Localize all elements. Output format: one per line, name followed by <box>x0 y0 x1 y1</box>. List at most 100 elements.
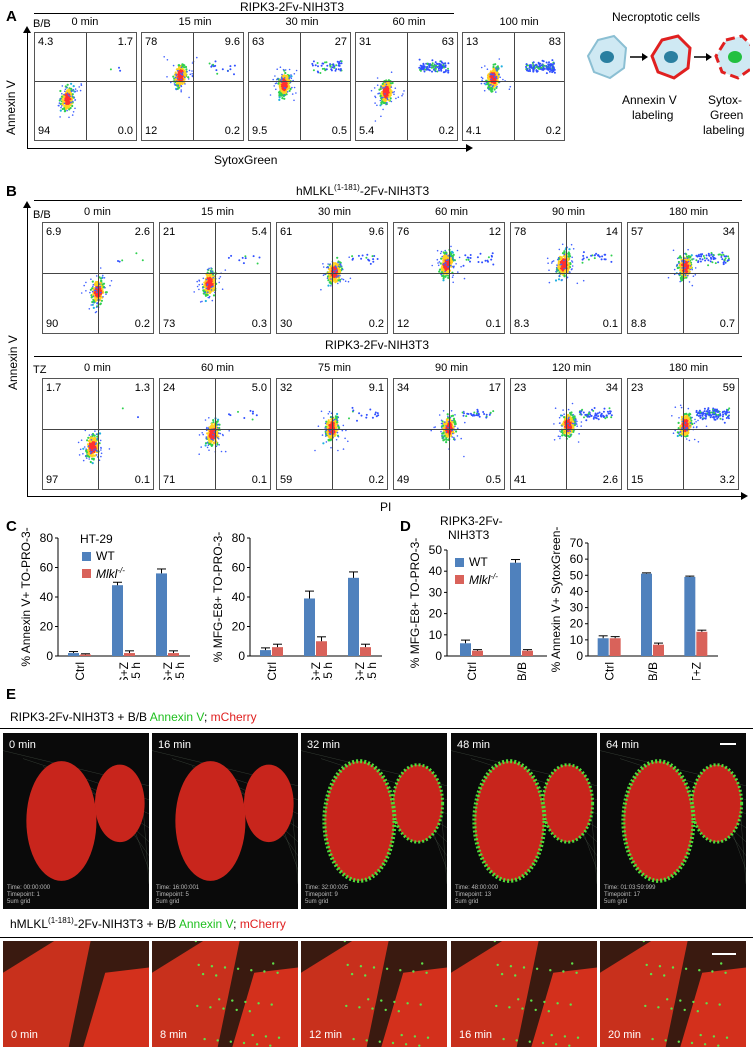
panel-a-x-arrowhead <box>466 144 473 152</box>
panel-e-row1-tile-4-meta: Time: 01:03:59:999 Timepoint: 17 5um grid <box>604 885 656 905</box>
panel-b-row1-plot-0-time: 0 min <box>84 206 111 218</box>
panel-e-row1-tile-3-cells <box>451 750 597 884</box>
panel-b-row2-plot-1-q-lr: 0.1 <box>251 474 267 486</box>
panel-b-row2-plot-3-q-ll: 49 <box>397 474 410 486</box>
panel-b-y-arrowhead <box>23 201 31 208</box>
chart0-ylabel: % Annexin V+ TO-PRO-3- <box>19 527 33 666</box>
panel-b-row2-plot-2-q-lr: 0.2 <box>368 474 384 486</box>
panel-b-row1-plot-1-q-lr: 0.3 <box>251 318 267 330</box>
panel-e-row1-tile-4-image: 64 min Time: 01:03:59:999 Timepoint: 17 5um… <box>600 733 746 909</box>
panel-a-treatment: B/B <box>33 18 51 30</box>
panel-e-title2-rule <box>0 937 753 938</box>
panel-e-row1-tile-1-meta: Time: 16:00:001 Timepoint: 5 5um grid <box>156 885 200 905</box>
panel-d-label: D <box>400 518 411 535</box>
panel-b-row2-plot-2-q-ul: 32 <box>280 382 293 394</box>
panel-e-row2-tile-1-time: 8 min <box>160 1029 187 1041</box>
panel-b-row1-plot-5-flow-plot: 57 34 8.8 0.7 180 min <box>627 206 739 334</box>
legend-c-wt: WT <box>96 549 115 563</box>
chart0-ytick-label-4: 80 <box>40 531 54 545</box>
panel-b-row1-plot-3-gate-h <box>394 272 504 274</box>
panel-b-row1-plot-0-q-ur: 2.6 <box>134 226 150 238</box>
panel-b-row1-plot-3-dots <box>431 245 495 284</box>
panel-e-row1-tile-2-cells <box>301 750 447 884</box>
panel-e-row1-tile-4-time: 64 min <box>606 739 640 751</box>
panel-a-plot-1-q-ul: 78 <box>145 36 158 48</box>
panel-a-plot-3-gate-h <box>356 81 457 83</box>
panel-b-row2-plot-5-q-ur: 59 <box>722 382 735 394</box>
chart0-ytick-label-1: 20 <box>40 620 54 634</box>
panel-b-row1-plot-3-q-ul: 76 <box>397 226 410 238</box>
panel-b-row1-plot-5-q-lr: 0.7 <box>719 318 735 330</box>
chart0-xlabel-1-1: 2.5 h <box>129 662 143 680</box>
panel-a-plot-1-q-lr: 0.2 <box>224 125 240 137</box>
panel-e-row2-tile-2-cells <box>301 941 447 1047</box>
panel-e-row1-tile-2-image: 32 min Time: 32:00:005 Timepoint: 9 5um gri… <box>301 733 447 909</box>
panel-b-row2-plot-1-gate-h <box>160 428 270 430</box>
chart3-ytick-label-0: 0 <box>576 649 583 663</box>
panel-a-plot-3-q-ll: 5.4 <box>359 125 375 137</box>
chart2-xlabel-1-0: B/B <box>515 662 529 680</box>
chart1-bar-0-2 <box>348 577 359 656</box>
chart0-xlabel-0-0: Ctrl <box>73 662 87 680</box>
panel-e-title2: hMLKL(1-181)-2Fv-NIH3T3 + B/B Annexin V;… <box>10 916 286 931</box>
panel-a-plot-0-time: 0 min <box>71 16 99 28</box>
legend-d-wt: WT <box>469 555 488 569</box>
chart0-bar-0-2 <box>156 573 167 656</box>
chart2-bar-0-1 <box>510 562 521 656</box>
chart2-xlabel-0-0: Ctrl <box>465 662 479 680</box>
chart1-ylabel: % MFG-E8+ TO-PRO-3- <box>211 532 225 663</box>
chart3-bar-1-2 <box>696 631 708 656</box>
panel-a-plot-3-dots <box>370 58 450 122</box>
panel-b-row2-plot-2-q-ll: 59 <box>280 474 293 486</box>
panel-b-row1-plot-3-time: 60 min <box>435 206 469 218</box>
panel-a-title-rule <box>34 13 454 14</box>
panel-a-plot-2-gate-h <box>249 81 350 83</box>
panel-e-row1-tile-1-time: 16 min <box>158 739 192 751</box>
panel-b-treatment1: B/B <box>33 209 51 221</box>
chart0-bar-0-0 <box>68 653 79 656</box>
panel-b-row1-plot-1-flow-plot: 21 5.4 73 0.3 15 min <box>159 206 271 334</box>
panel-a-plot-0-dots <box>57 66 122 119</box>
panel-e-title1: RIPK3-2Fv-NIH3T3 + B/B Annexin V; mCherr… <box>10 710 257 724</box>
chart1-bar-0-1 <box>304 598 315 656</box>
panel-a-plot-4-flow-plot: 13 83 4.1 0.2 100 min <box>462 16 565 141</box>
chart0-bar-1-1 <box>124 653 135 656</box>
chart0-xlabel-1-0: T+S+Z <box>117 662 131 680</box>
panel-a-plot-3-gate-v <box>406 33 408 140</box>
chart3-bar-1-0 <box>609 638 621 656</box>
panel-a-plot-4-gate-h <box>463 81 564 83</box>
panel-b-row1-plot-4-gate-h <box>511 272 621 274</box>
panel-b-row2-plot-1-flow-plot: 24 5.0 71 0.1 60 min <box>159 362 271 490</box>
panel-a-plot-0-gate-h <box>35 81 136 83</box>
panel-b-row2-plot-3-gate-h <box>394 428 504 430</box>
panel-b-title1: hMLKL(1-181)-2Fv-NIH3T3 <box>296 183 430 198</box>
panel-b-row1-plot-0-gate-v <box>98 223 99 333</box>
panel-b-row2-plot-3-gate-v <box>449 379 450 489</box>
panel-b-row2-plot-1-q-ur: 5.0 <box>251 382 267 394</box>
panel-a-title: RIPK3-2Fv-NIH3T3 <box>240 0 345 14</box>
panel-e-title1-rule <box>0 728 753 729</box>
panel-e-row1-tile-2-time: 32 min <box>307 739 341 751</box>
chart2-ylabel: % MFG-E8+ TO-PRO-3- <box>408 538 422 669</box>
panel-a-plot-4-dots <box>480 58 556 93</box>
panel-a-plot-4-q-ll: 4.1 <box>466 125 482 137</box>
panel-b-row1-plot-5-time: 180 min <box>669 206 709 218</box>
chart1-xlabel-2-1: 3.5 h <box>365 662 379 680</box>
panel-b-row2-plot-2-gate-v <box>332 379 333 489</box>
panel-e-row1-tile-0-meta: Time: 00:00:000 Timepoint: 1 5um grid <box>7 885 51 905</box>
panel-e-row2-tile-4-scalebar <box>712 953 736 955</box>
panel-e-row1-tile-1-image: 16 min Time: 16:00:001 Timepoint: 5 5um gri… <box>152 733 298 909</box>
panel-a-plot-3-flow-plot: 31 63 5.4 0.2 60 min <box>355 16 458 141</box>
panel-a-xlabel: SytoxGreen <box>214 153 278 167</box>
panel-b-label: B <box>6 183 17 200</box>
panel-b-row2-plot-0-gate-v <box>98 379 99 489</box>
panel-b-row2-plot-3-flow-plot: 34 17 49 0.5 90 min <box>393 362 505 490</box>
panel-e-row1-tile-0-time: 0 min <box>9 739 36 751</box>
panel-b-row1-plot-4-time: 90 min <box>552 206 586 218</box>
panel-e-row2-tile-4-image: 20 min <box>600 941 746 1047</box>
panel-b-row2-plot-2-time: 75 min <box>318 362 352 374</box>
panel-b-row2-plot-5-time: 180 min <box>669 362 709 374</box>
chart1-ytick-label-3: 60 <box>232 561 246 575</box>
panel-b-row1-plot-4-flow-plot: 78 14 8.3 0.1 90 min <box>510 206 622 334</box>
legend-c-ko-swatch <box>82 569 91 578</box>
